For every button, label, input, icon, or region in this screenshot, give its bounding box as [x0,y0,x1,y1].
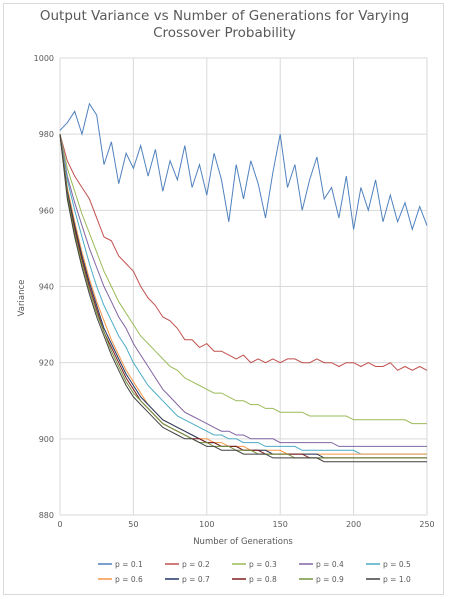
legend-label: p = 0.5 [383,560,411,569]
legend-label: p = 0.3 [249,560,277,569]
chart-title-line-2: Crossover Probability [153,25,296,41]
legend-label: p = 0.6 [115,575,143,584]
x-axis-label: Number of Generations [193,537,293,547]
legend-item: p = 0.6 [98,575,143,584]
legend-item: p = 0.3 [232,560,277,569]
series-lines [59,102,428,463]
y-tick-label: 900 [39,435,54,444]
legend-item: p = 0.7 [165,575,210,584]
legend-label: p = 0.7 [182,575,210,584]
legend-label: p = 0.9 [316,575,344,584]
legend-item: p = 0.5 [366,560,411,569]
chart-title: Output Variance vs Number of Generations… [0,8,449,42]
series-line-10 [59,134,427,463]
legend: p = 0.1 p = 0.2 p = 0.3 p = 0.4 p = 0.5 p = 0… [98,560,411,584]
legend-item: p = 0.1 [98,560,143,569]
legend-item: p = 0.9 [299,575,344,584]
legend-label: p = 0.2 [182,560,210,569]
chart-title-line-1: Output Variance vs Number of Generations… [39,8,410,24]
series-line-4 [59,134,427,447]
series-line-3 [59,134,427,425]
legend-item: p = 0.2 [165,560,210,569]
y-tick-label: 880 [39,511,54,520]
legend-label: p = 0.4 [316,560,344,569]
series-line-8 [59,134,427,459]
y-tick-label: 960 [39,206,54,215]
series-line-9 [59,134,427,459]
y-tick-label: 980 [39,130,54,139]
legend-item: p = 0.8 [232,575,277,584]
series-line-2 [59,134,428,371]
y-axis-label: Variance [17,280,27,317]
legend-label: p = 0.8 [249,575,277,584]
legend-label: p = 0.1 [115,560,143,569]
y-tick-label: 1000 [34,54,54,63]
x-tick-label: 100 [199,520,214,529]
x-tick-label: 250 [419,520,434,529]
legend-item: p = 0.4 [299,560,344,569]
chart-frame [3,3,444,595]
y-axis-ticks: 880 900 920 940 960 980 1000 [34,54,54,520]
x-tick-label: 0 [57,520,62,529]
legend-label: p = 1.0 [383,575,411,584]
series-line-6 [59,134,427,455]
x-axis-ticks: 0 50 100 150 200 250 [57,520,434,529]
x-tick-label: 200 [346,520,361,529]
y-tick-label: 920 [39,359,54,368]
legend-item: p = 1.0 [366,575,411,584]
y-tick-label: 940 [39,283,54,292]
series-line-7 [59,134,427,459]
series-line-1 [59,102,428,232]
x-tick-label: 150 [273,520,288,529]
x-tick-label: 50 [128,520,138,529]
